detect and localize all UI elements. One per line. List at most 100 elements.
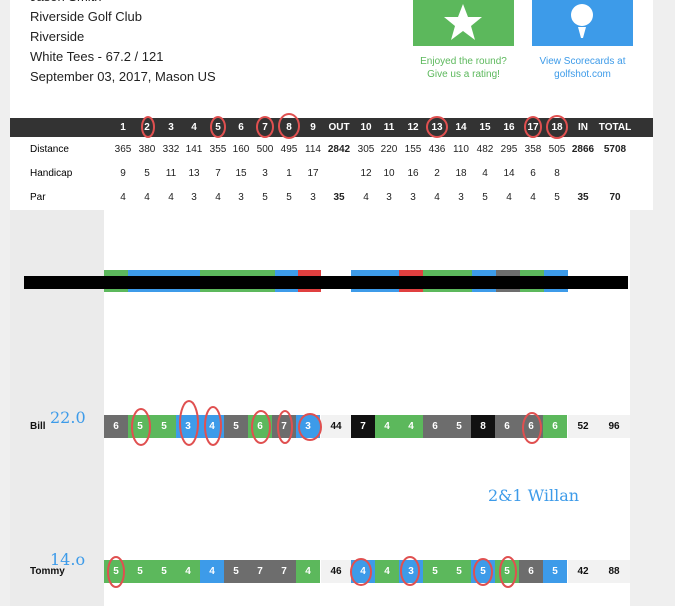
column-header: IN — [578, 122, 588, 133]
row-value: 12 — [360, 167, 372, 179]
scorecards-text: golfshot.com — [554, 69, 611, 80]
row-value: 4 — [506, 191, 512, 203]
score-cell: 7 — [248, 560, 272, 583]
column-header: OUT — [328, 122, 350, 133]
score-cell: 44 — [321, 415, 351, 438]
column-header: 16 — [503, 122, 515, 133]
score-cell: 4 — [375, 560, 399, 583]
row-value: 1 — [286, 167, 292, 179]
row-label: Distance — [30, 143, 69, 155]
column-header: 12 — [407, 122, 419, 133]
score-cell: 5 — [423, 560, 447, 583]
row-value: 380 — [138, 143, 156, 155]
score-cell: 6 — [495, 415, 519, 438]
row-value: 13 — [188, 167, 200, 179]
row-value: 15 — [235, 167, 247, 179]
score-cell: 3 — [399, 560, 423, 583]
score-cell: 7 — [272, 415, 296, 438]
column-header: 15 — [479, 122, 491, 133]
star-icon — [444, 4, 482, 40]
row-value: 4 — [482, 167, 488, 179]
row-value: 16 — [407, 167, 419, 179]
score-cell: 5 — [471, 560, 495, 583]
score-cell: 5 — [128, 415, 152, 438]
score-cell: 6 — [104, 415, 128, 438]
row-value: 3 — [386, 191, 392, 203]
row-value: 11 — [165, 167, 177, 179]
row-label: Par — [30, 191, 46, 203]
column-header: 9 — [310, 122, 316, 133]
row-value: 3 — [410, 191, 416, 203]
handicap-note: 22.0 — [50, 408, 86, 427]
row-value: 355 — [209, 143, 227, 155]
score-cell: 46 — [321, 560, 351, 583]
score-cell: 6 — [423, 415, 447, 438]
column-header: 11 — [383, 122, 395, 133]
score-cell: 4 — [351, 560, 375, 583]
header-line: Riverside — [30, 29, 85, 44]
score-cell: 96 — [598, 415, 630, 438]
score-cell: 4 — [200, 560, 224, 583]
header-line: White Tees - 67.2 / 121 — [30, 49, 164, 64]
scorecards-text: View Scorecards at — [539, 56, 626, 67]
scorecards-button[interactable] — [532, 0, 633, 46]
row-value: 482 — [476, 143, 494, 155]
row-value: 5 — [286, 191, 292, 203]
row-value: 5 — [144, 167, 150, 179]
row-value: 4 — [363, 191, 369, 203]
row-value: 5708 — [603, 143, 627, 155]
row-value: 35 — [577, 191, 589, 203]
row-value: 110 — [453, 143, 469, 155]
player-name: Bill — [30, 421, 46, 432]
score-cell: 4 — [296, 560, 320, 583]
column-header: 3 — [168, 122, 174, 133]
score-cell: 5 — [447, 415, 471, 438]
row-value: 2 — [434, 167, 440, 179]
row-value: 114 — [305, 143, 321, 155]
row-value: 3 — [262, 167, 268, 179]
row-value: 18 — [455, 167, 467, 179]
header-line: Jason Smith — [30, 0, 102, 4]
row-value: 9 — [120, 167, 126, 179]
score-cell: 5 — [447, 560, 471, 583]
score-cell: 5 — [495, 560, 519, 583]
column-header: 10 — [360, 122, 372, 133]
row-value: 500 — [256, 143, 274, 155]
row-value: 10 — [383, 167, 395, 179]
row-value: 358 — [524, 143, 542, 155]
row-value: 4 — [434, 191, 440, 203]
column-header: 1 — [120, 122, 126, 133]
score-cell: 52 — [568, 415, 598, 438]
row-value: 5 — [262, 191, 268, 203]
row-value: 8 — [554, 167, 560, 179]
row-value: 17 — [307, 167, 319, 179]
row-value: 505 — [548, 143, 566, 155]
score-cell: 6 — [519, 560, 543, 583]
score-cell: 7 — [351, 415, 375, 438]
row-value: 4 — [215, 191, 221, 203]
score-cell: 6 — [248, 415, 272, 438]
score-cell: 7 — [272, 560, 296, 583]
score-cell: 3 — [296, 415, 320, 438]
row-value: 5 — [554, 191, 560, 203]
score-cell: 4 — [176, 560, 200, 583]
rating-button[interactable] — [413, 0, 514, 46]
row-value: 4 — [168, 191, 174, 203]
row-value: 4 — [144, 191, 150, 203]
score-cell: 3 — [176, 415, 200, 438]
score-cell: 6 — [519, 415, 543, 438]
player-name: Tommy — [30, 566, 65, 577]
row-value: 3 — [191, 191, 197, 203]
score-cell: 4 — [375, 415, 399, 438]
column-header: 6 — [238, 122, 244, 133]
ball-icon — [571, 4, 593, 38]
rating-text: Give us a rating! — [427, 69, 500, 80]
score-cell: 5 — [224, 415, 248, 438]
header-line: September 03, 2017, Mason US — [30, 69, 216, 84]
score-cell: 5 — [224, 560, 248, 583]
rating-text: Enjoyed the round? — [420, 56, 507, 67]
row-value: 14 — [503, 167, 515, 179]
score-cell: 5 — [152, 415, 176, 438]
header-line: Riverside Golf Club — [30, 9, 142, 24]
